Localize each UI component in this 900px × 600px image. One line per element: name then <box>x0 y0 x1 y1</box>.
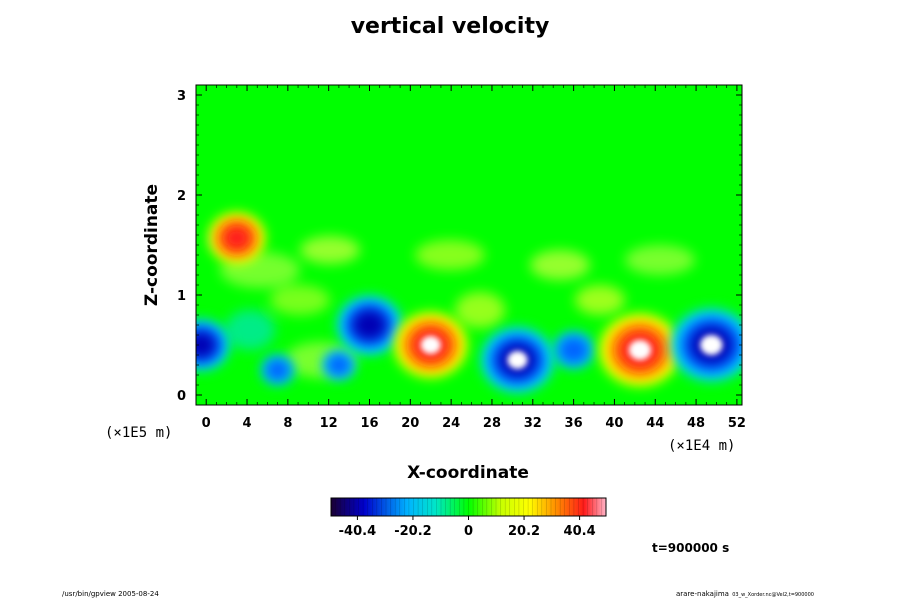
x-tick-label: 52 <box>728 416 746 431</box>
y-axis-title: Z-coordinate <box>142 184 162 306</box>
y-tick-label: 1 <box>177 289 186 304</box>
footer-left: /usr/bin/gpview 2005-08-24 <box>62 590 159 598</box>
vortex-contour <box>628 339 652 361</box>
vortex-contour <box>507 350 528 370</box>
colorbar-tick-label: 0 <box>464 524 473 539</box>
y-tick-label: 0 <box>177 389 186 404</box>
vortex-feature <box>553 331 594 369</box>
vortex-feature <box>261 355 294 385</box>
x-scale-label: (×1E4 m) <box>668 438 735 454</box>
colorbar-tick-label: 40.4 <box>564 524 596 539</box>
vortex-feature <box>208 212 266 264</box>
colorbar-tick-label: -20.2 <box>394 524 431 539</box>
chart-title: vertical velocity <box>350 14 550 39</box>
vortex-feature <box>337 296 402 354</box>
vortex-contour <box>222 224 252 252</box>
vortex-contour <box>265 359 290 381</box>
x-tick-label: 4 <box>243 416 252 431</box>
vortex-contour <box>196 331 216 359</box>
vortex-feature <box>599 313 681 387</box>
colorbar-tick-label: 20.2 <box>508 524 540 539</box>
x-tick-label: 28 <box>483 416 501 431</box>
footer-right: arare-nakajima 03_w_Xorder.nc@Vel2,t=900… <box>676 590 814 598</box>
y-tick-label: 3 <box>177 89 186 104</box>
y-tick-label: 2 <box>177 189 186 204</box>
vortex-contour <box>352 309 387 341</box>
footer-right-main: arare-nakajima <box>676 590 729 598</box>
colorbar-tick-label: -40.4 <box>339 524 376 539</box>
x-tick-label: 20 <box>401 416 419 431</box>
x-axis-title: X-coordinate <box>407 463 529 483</box>
x-axis: 0 4 8 12 16 20 24 28 32 36 40 44 48 52 <box>195 85 746 431</box>
x-tick-label: 36 <box>565 416 583 431</box>
x-tick-label: 40 <box>605 416 623 431</box>
x-tick-label: 24 <box>442 416 460 431</box>
x-tick-label: 32 <box>524 416 542 431</box>
x-tick-label: 48 <box>687 416 705 431</box>
x-tick-label: 44 <box>646 416 664 431</box>
vortex-contour <box>558 336 589 364</box>
y-scale-label: (×1E5 m) <box>105 425 172 441</box>
vortex-contour <box>326 354 352 376</box>
vortex-feature <box>322 350 356 380</box>
vortex-feature <box>196 319 230 371</box>
features-layer <box>196 212 742 393</box>
x-tick-label: 0 <box>202 416 211 431</box>
vortex-contour <box>420 335 441 355</box>
vortex-feature <box>671 308 742 382</box>
colorbar-ticks: -40.4 -20.2 0 20.2 40.4 <box>330 498 607 539</box>
x-tick-label: 16 <box>360 416 378 431</box>
time-label: t=900000 s <box>652 541 729 555</box>
x-tick-label: 12 <box>320 416 338 431</box>
vortex-feature <box>394 312 468 378</box>
vortex-feature <box>481 327 554 393</box>
vortex-contour <box>700 334 723 356</box>
footer-right-small: 03_w_Xorder.nc@Vel2,t=900000 <box>732 592 814 598</box>
x-tick-label: 8 <box>283 416 292 431</box>
y-axis: 0 1 2 3 <box>177 89 742 404</box>
